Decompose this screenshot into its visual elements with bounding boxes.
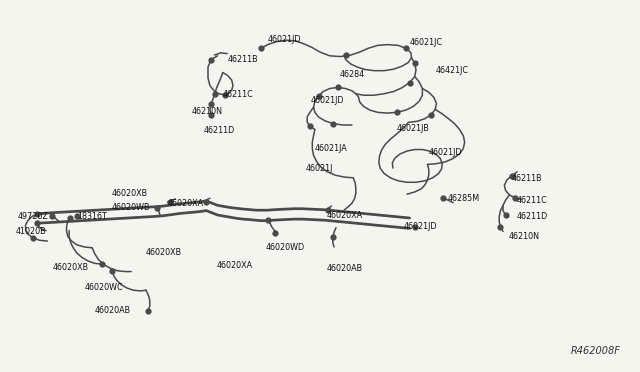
Text: 46020WB: 46020WB — [112, 203, 150, 212]
Text: 46021JD: 46021JD — [310, 96, 344, 105]
Text: 46020AB: 46020AB — [326, 264, 362, 273]
Text: 41020B: 41020B — [16, 227, 47, 236]
Text: 46020XB: 46020XB — [112, 189, 148, 198]
Text: 46211B: 46211B — [227, 55, 258, 64]
Text: R462008F: R462008F — [571, 346, 621, 356]
Text: 46020XB: 46020XB — [52, 263, 88, 272]
Text: 46285M: 46285M — [448, 194, 480, 203]
Text: 46210N: 46210N — [509, 232, 540, 241]
Text: 46210N: 46210N — [192, 107, 223, 116]
Text: 46021J: 46021J — [305, 164, 333, 173]
Text: 46211D: 46211D — [204, 126, 235, 135]
Text: 46021JD: 46021JD — [429, 148, 462, 157]
Text: 46211D: 46211D — [517, 212, 548, 221]
Text: 46020WC: 46020WC — [84, 283, 123, 292]
Text: 46021JB: 46021JB — [397, 124, 429, 133]
Text: 46020WD: 46020WD — [266, 243, 305, 252]
Text: 46020XA: 46020XA — [168, 199, 204, 208]
Text: 46021JA: 46021JA — [315, 144, 348, 153]
Text: 46020AB: 46020AB — [95, 306, 131, 315]
Text: 46021JC: 46021JC — [410, 38, 443, 47]
Text: 46211C: 46211C — [223, 90, 253, 99]
Text: 46284: 46284 — [339, 70, 364, 79]
Text: 49720Z: 49720Z — [18, 212, 49, 221]
Text: 46020XA: 46020XA — [216, 262, 252, 270]
Text: 46421JC: 46421JC — [435, 66, 468, 75]
Text: 46211B: 46211B — [512, 174, 543, 183]
Text: 18316T: 18316T — [77, 212, 106, 221]
Text: 46020XA: 46020XA — [326, 211, 362, 220]
Text: 46020XB: 46020XB — [146, 248, 182, 257]
Text: 46211C: 46211C — [517, 196, 548, 205]
Text: 46021JD: 46021JD — [268, 35, 301, 44]
Text: 46021JD: 46021JD — [403, 222, 436, 231]
